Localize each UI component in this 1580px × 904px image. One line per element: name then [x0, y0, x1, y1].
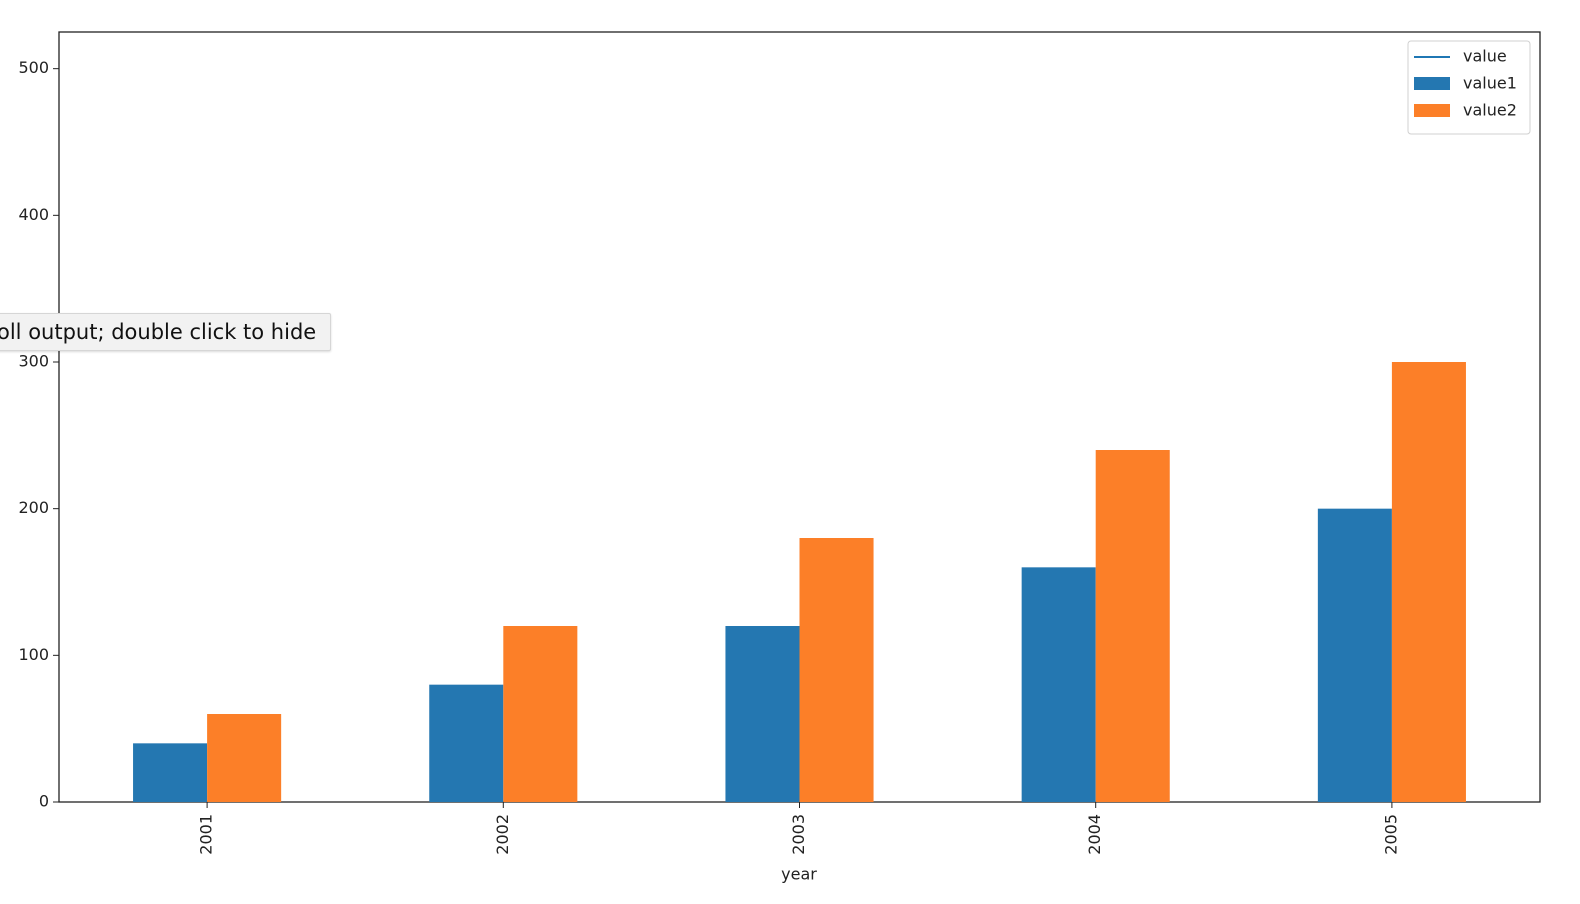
bar: [1021, 567, 1096, 802]
y-tick-label: 500: [18, 58, 49, 77]
y-tick-label: 300: [18, 352, 49, 371]
y-tick-label: 100: [18, 645, 49, 664]
bar: [799, 538, 874, 802]
bar: [1095, 450, 1170, 802]
bar: [133, 743, 208, 802]
legend-label: value2: [1463, 101, 1517, 120]
legend-swatch: [1414, 104, 1450, 117]
y-tick-label: 200: [18, 498, 49, 517]
legend-label: value1: [1463, 74, 1517, 93]
bar: [207, 714, 282, 802]
x-tick-label: 2002: [493, 814, 512, 855]
x-tick-label: 2004: [1085, 814, 1104, 855]
bar: [1317, 508, 1392, 802]
bar: [503, 626, 578, 802]
bar: [429, 684, 504, 802]
y-tick-label: 400: [18, 205, 49, 224]
bar: [1391, 362, 1466, 802]
legend-swatch: [1414, 77, 1450, 90]
x-tick-label: 2003: [789, 814, 808, 855]
bar: [725, 626, 800, 802]
x-tick-label: 2005: [1381, 814, 1400, 855]
tooltip: oll output; double click to hide: [0, 313, 332, 351]
y-tick-label: 0: [39, 792, 49, 811]
x-axis-label: year: [781, 865, 817, 884]
x-tick-label: 2001: [197, 814, 216, 855]
legend-label: value: [1463, 47, 1507, 66]
